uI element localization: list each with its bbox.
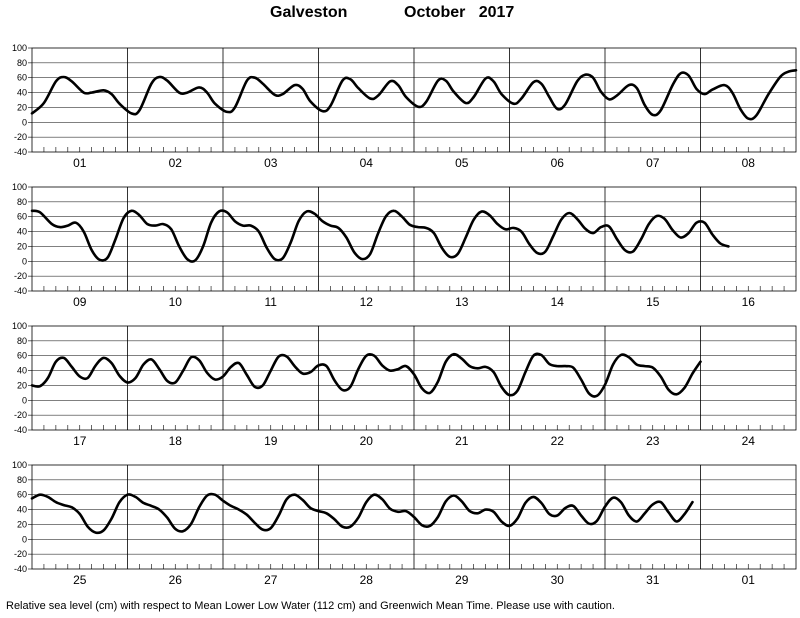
panel-1-day-label: 07 (646, 156, 660, 170)
panel-3-ytick-label: 100 (12, 321, 27, 331)
panel-4-ytick-label: -20 (14, 549, 27, 559)
chart-title-month: October (404, 4, 466, 21)
panel-2-ytick-label: 20 (17, 241, 27, 251)
panel-1-ytick-label: 100 (12, 43, 27, 53)
panel-4-sea-level-line (30, 492, 694, 535)
panel-1-day-label: 01 (73, 156, 87, 170)
panel-2-day-label: 14 (551, 295, 565, 309)
panel-3-day-label: 22 (551, 434, 565, 448)
panel-2-day-label: 10 (169, 295, 183, 309)
panel-1-day-label: 02 (169, 156, 183, 170)
panel-4-ytick-label: 80 (17, 475, 27, 485)
panel-3-day-label: 20 (360, 434, 374, 448)
panel-3-day-label: 17 (73, 434, 87, 448)
panel-4-day-label: 31 (646, 573, 660, 587)
panel-2-ytick-label: 0 (22, 256, 27, 266)
panel-1-day-label: 03 (264, 156, 278, 170)
panel-2-ytick-label: 60 (17, 212, 27, 222)
panel-1-ytick-label: 40 (17, 88, 27, 98)
chart-title-station: Galveston (270, 4, 348, 21)
panel-3-ytick-label: -20 (14, 410, 27, 420)
panel-4-day-label: 26 (169, 573, 183, 587)
panel-1-day-label: 08 (742, 156, 756, 170)
panel-3-ytick-label: 40 (17, 366, 27, 376)
panel-4-day-label: 27 (264, 573, 278, 587)
chart-title-year: 2017 (478, 4, 515, 21)
panel-1-ytick-label: 80 (17, 58, 27, 68)
panel-1-day-label: 05 (455, 156, 469, 170)
panel-2-day-label: 11 (265, 295, 278, 309)
panel-2-ytick-label: 40 (17, 227, 27, 237)
panel-3-sea-level-line (30, 352, 702, 398)
panel-1-ytick-label: 20 (17, 102, 27, 112)
panel-1-ytick-label: -20 (14, 132, 27, 142)
panel-4-ytick-label: 40 (17, 505, 27, 515)
panel-2-ytick-label: 80 (17, 197, 27, 207)
panel-4-ytick-label: 0 (22, 534, 27, 544)
panel-4-day-label: 25 (73, 573, 87, 587)
panel-2-day-label: 13 (455, 295, 469, 309)
panel-3-day-label: 23 (646, 434, 660, 448)
panel-4-day-label: 30 (551, 573, 565, 587)
panel-3-day-label: 18 (169, 434, 183, 448)
panel-1-ytick-label: 60 (17, 73, 27, 83)
panel-1-day-label: 06 (551, 156, 565, 170)
panel-3-ytick-label: -40 (14, 425, 27, 435)
panel-3-ytick-label: 20 (17, 380, 27, 390)
panel-4-day-label: 01 (742, 573, 756, 587)
panel-4-ytick-label: 100 (12, 460, 27, 470)
panel-3-day-label: 24 (742, 434, 756, 448)
panel-4-ytick-label: -40 (14, 564, 27, 574)
panel-1-day-label: 04 (360, 156, 374, 170)
panel-3-day-label: 19 (264, 434, 278, 448)
panel-4-day-label: 28 (360, 573, 374, 587)
panel-2-day-label: 16 (742, 295, 756, 309)
panel-1-ytick-label: -40 (14, 147, 27, 157)
panel-3-day-label: 21 (455, 434, 469, 448)
panel-3-ytick-label: 80 (17, 336, 27, 346)
panel-3-ytick-label: 0 (22, 395, 27, 405)
panel-4-ytick-label: 60 (17, 490, 27, 500)
panel-3-ytick-label: 60 (17, 351, 27, 361)
panel-2-sea-level-line (30, 209, 730, 263)
title-row: Galveston October 2017 (0, 4, 800, 28)
panel-2-ytick-label: -20 (14, 271, 27, 281)
panel-2-day-label: 12 (360, 295, 374, 309)
panel-2-ytick-label: 100 (12, 182, 27, 192)
panel-4-ytick-label: 20 (17, 519, 27, 529)
panel-1-ytick-label: 0 (22, 117, 27, 127)
panel-2-day-label: 09 (73, 295, 87, 309)
panel-4-day-label: 29 (455, 573, 469, 587)
panel-1-sea-level-line (30, 69, 798, 121)
panel-2-day-label: 15 (646, 295, 660, 309)
chart-title-period: October 2017 (404, 4, 514, 22)
panel-2-ytick-label: -40 (14, 286, 27, 296)
chart-caption: Relative sea level (cm) with respect to … (6, 600, 615, 612)
